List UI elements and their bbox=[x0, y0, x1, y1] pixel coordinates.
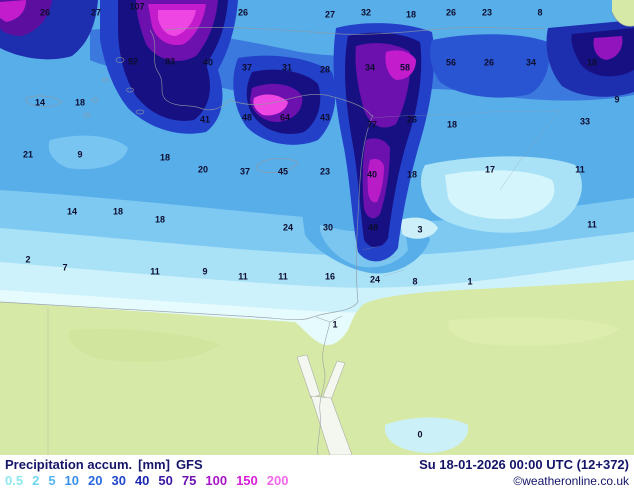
legend-bar: Precipitation accum. [mm] GFS Su 18-01-202… bbox=[0, 455, 634, 490]
legend-scale-value: 50 bbox=[158, 473, 173, 488]
legend-scale-value: 10 bbox=[64, 473, 80, 488]
precipitation-map: 26 27 107 26 27 32 18 26 23 8 92 83 40 37 31 28 34 58 56 26… bbox=[0, 0, 634, 455]
map-canvas bbox=[0, 0, 634, 455]
legend-model: GFS bbox=[175, 457, 203, 472]
legend-scale-value: 200 bbox=[266, 473, 289, 488]
legend-scale-value: 150 bbox=[236, 473, 258, 488]
legend-scale-value: 75 bbox=[181, 473, 197, 488]
legend-scale-value: 100 bbox=[205, 473, 228, 488]
legend-datetime: Su 18-01-2026 00:00 UTC (12+372) bbox=[419, 457, 629, 472]
legend-title: Precipitation accum. [mm] GFS bbox=[5, 457, 209, 472]
legend-unit: [mm] bbox=[138, 457, 170, 472]
legend-row-bottom: 0.5 2 5 10 20 30 40 50 75 100 150 200 ©weatheronlin… bbox=[5, 473, 629, 488]
legend-row-top: Precipitation accum. [mm] GFS Su 18-01-202… bbox=[5, 457, 629, 472]
legend-scale-value: 30 bbox=[111, 473, 126, 488]
legend-scale: 0.5 2 5 10 20 30 40 50 75 100 150 200 bbox=[5, 473, 288, 488]
legend-scale-value: 0.5 bbox=[5, 473, 24, 488]
legend-scale-value: 20 bbox=[88, 473, 103, 488]
legend-scale-value: 40 bbox=[134, 473, 150, 488]
legend-scale-value: 2 bbox=[32, 473, 40, 488]
legend-scale-value: 5 bbox=[48, 473, 56, 488]
legend-title-text: Precipitation accum. bbox=[5, 457, 133, 472]
copyright-text: ©weatheronline.co.uk bbox=[513, 474, 629, 488]
